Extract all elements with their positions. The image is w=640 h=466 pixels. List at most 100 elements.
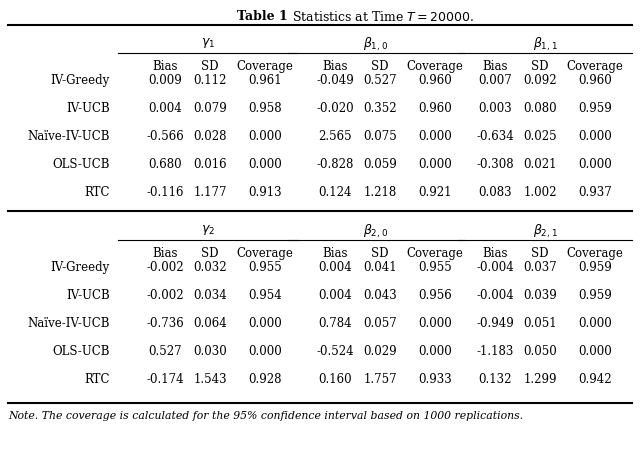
Text: 0.000: 0.000 (578, 158, 612, 171)
Text: OLS-UCB: OLS-UCB (52, 345, 110, 358)
Text: $\beta_{1,1}$: $\beta_{1,1}$ (532, 36, 557, 53)
Text: Naïve-IV-UCB: Naïve-IV-UCB (28, 317, 110, 330)
Text: 0.000: 0.000 (248, 130, 282, 143)
Text: Table 1: Table 1 (237, 10, 288, 23)
Text: Bias: Bias (152, 247, 178, 260)
Text: RTC: RTC (84, 373, 110, 386)
Text: 0.037: 0.037 (523, 261, 557, 274)
Text: 0.942: 0.942 (578, 373, 612, 386)
Text: 0.080: 0.080 (523, 102, 557, 115)
Text: $\gamma_1$: $\gamma_1$ (201, 36, 215, 50)
Text: 0.043: 0.043 (363, 289, 397, 302)
Text: 0.004: 0.004 (148, 102, 182, 115)
Text: 0.132: 0.132 (478, 373, 512, 386)
Text: 0.000: 0.000 (578, 345, 612, 358)
Text: $\gamma_2$: $\gamma_2$ (201, 223, 215, 237)
Text: -0.949: -0.949 (476, 317, 514, 330)
Text: SD: SD (371, 247, 388, 260)
Text: 2.565: 2.565 (318, 130, 352, 143)
Text: SD: SD (531, 247, 548, 260)
Text: 0.004: 0.004 (318, 261, 352, 274)
Text: -0.004: -0.004 (476, 289, 514, 302)
Text: -0.634: -0.634 (476, 130, 514, 143)
Text: Note. The coverage is calculated for the 95% confidence interval based on 1000 r: Note. The coverage is calculated for the… (8, 411, 524, 421)
Text: -0.020: -0.020 (316, 102, 354, 115)
Text: 0.000: 0.000 (248, 317, 282, 330)
Text: 0.051: 0.051 (523, 317, 557, 330)
Text: RTC: RTC (84, 186, 110, 199)
Text: 0.955: 0.955 (418, 261, 452, 274)
Text: 0.034: 0.034 (193, 289, 227, 302)
Text: IV-UCB: IV-UCB (67, 102, 110, 115)
Text: IV-Greedy: IV-Greedy (51, 74, 110, 87)
Text: 0.958: 0.958 (248, 102, 282, 115)
Text: 0.000: 0.000 (248, 158, 282, 171)
Text: 1.757: 1.757 (363, 373, 397, 386)
Text: 0.784: 0.784 (318, 317, 352, 330)
Text: 0.352: 0.352 (363, 102, 397, 115)
Text: -0.566: -0.566 (146, 130, 184, 143)
Text: SD: SD (531, 60, 548, 73)
Text: 0.933: 0.933 (418, 373, 452, 386)
Text: 0.960: 0.960 (418, 74, 452, 87)
Text: IV-Greedy: IV-Greedy (51, 261, 110, 274)
Text: -0.308: -0.308 (476, 158, 514, 171)
Text: -1.183: -1.183 (476, 345, 514, 358)
Text: 0.959: 0.959 (578, 289, 612, 302)
Text: 0.030: 0.030 (193, 345, 227, 358)
Text: 0.000: 0.000 (418, 345, 452, 358)
Text: 1.299: 1.299 (524, 373, 557, 386)
Text: 0.050: 0.050 (523, 345, 557, 358)
Text: Bias: Bias (323, 247, 348, 260)
Text: 0.000: 0.000 (248, 345, 282, 358)
Text: 1.002: 1.002 (524, 186, 557, 199)
Text: SD: SD (371, 60, 388, 73)
Text: -0.736: -0.736 (146, 317, 184, 330)
Text: 0.000: 0.000 (578, 317, 612, 330)
Text: 0.527: 0.527 (363, 74, 397, 87)
Text: 0.028: 0.028 (193, 130, 227, 143)
Text: 0.961: 0.961 (248, 74, 282, 87)
Text: $\beta_{1,0}$: $\beta_{1,0}$ (364, 36, 388, 53)
Text: $\beta_{2,0}$: $\beta_{2,0}$ (364, 223, 388, 240)
Text: Bias: Bias (483, 60, 508, 73)
Text: Coverage: Coverage (406, 247, 463, 260)
Text: 0.007: 0.007 (478, 74, 512, 87)
Text: 0.000: 0.000 (418, 130, 452, 143)
Text: IV-UCB: IV-UCB (67, 289, 110, 302)
Text: 0.000: 0.000 (578, 130, 612, 143)
Text: OLS-UCB: OLS-UCB (52, 158, 110, 171)
Text: 0.937: 0.937 (578, 186, 612, 199)
Text: 0.075: 0.075 (363, 130, 397, 143)
Text: 0.009: 0.009 (148, 74, 182, 87)
Text: Statistics at Time $T=20000$.: Statistics at Time $T=20000$. (292, 10, 474, 24)
Text: 0.025: 0.025 (523, 130, 557, 143)
Text: 0.092: 0.092 (523, 74, 557, 87)
Text: 0.079: 0.079 (193, 102, 227, 115)
Text: 0.021: 0.021 (524, 158, 557, 171)
Text: 0.921: 0.921 (419, 186, 452, 199)
Text: 0.004: 0.004 (318, 289, 352, 302)
Text: 0.064: 0.064 (193, 317, 227, 330)
Text: -0.002: -0.002 (146, 289, 184, 302)
Text: Coverage: Coverage (237, 60, 293, 73)
Text: -0.002: -0.002 (146, 261, 184, 274)
Text: -0.049: -0.049 (316, 74, 354, 87)
Text: 0.959: 0.959 (578, 261, 612, 274)
Text: 0.955: 0.955 (248, 261, 282, 274)
Text: 0.057: 0.057 (363, 317, 397, 330)
Text: $\beta_{2,1}$: $\beta_{2,1}$ (532, 223, 557, 240)
Text: -0.828: -0.828 (316, 158, 354, 171)
Text: 0.928: 0.928 (248, 373, 282, 386)
Text: 0.000: 0.000 (418, 317, 452, 330)
Text: 0.680: 0.680 (148, 158, 182, 171)
Text: 0.016: 0.016 (193, 158, 227, 171)
Text: Coverage: Coverage (566, 60, 623, 73)
Text: 0.160: 0.160 (318, 373, 352, 386)
Text: 0.112: 0.112 (193, 74, 227, 87)
Text: 0.913: 0.913 (248, 186, 282, 199)
Text: Coverage: Coverage (237, 247, 293, 260)
Text: -0.116: -0.116 (147, 186, 184, 199)
Text: SD: SD (201, 60, 219, 73)
Text: -0.174: -0.174 (146, 373, 184, 386)
